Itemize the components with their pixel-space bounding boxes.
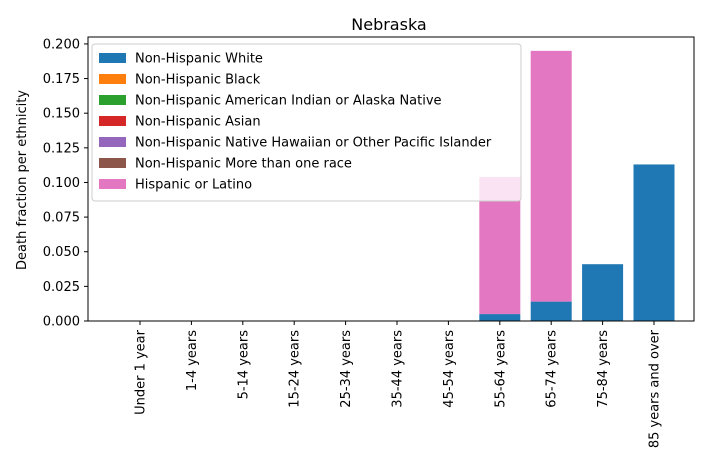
x-tick-label: 85 years and over: [648, 329, 663, 448]
legend-swatch: [99, 116, 126, 126]
x-tick-label: 5-14 years: [236, 330, 251, 400]
legend-swatch: [99, 74, 126, 84]
plot-frame: [87, 36, 695, 322]
axes-layer: 0.000 0.025 0.050 0.075 0.100 0.125 0.150 0.175…: [43, 36, 695, 448]
legend-swatch: [99, 53, 126, 63]
bar-1-11: [633, 164, 675, 321]
y-tick-label: 0.050: [43, 245, 80, 260]
bar-1-9: [530, 301, 572, 321]
bars-layer: [479, 50, 675, 321]
x-tick-label: 45-54 years: [442, 330, 457, 408]
x-tick-label: Under 1 year: [134, 329, 149, 415]
y-tick-label: 0.100: [43, 176, 80, 191]
y-tick-label: 0.075: [43, 211, 80, 226]
legend-label: Non-Hispanic Black: [135, 73, 261, 88]
bar-7-9: [530, 50, 572, 302]
legend-label: Non-Hispanic American Indian or Alaska N…: [135, 94, 442, 109]
y-tick-label: 0.025: [43, 280, 80, 295]
legend-swatch: [99, 137, 126, 147]
y-tick-label: 0.125: [43, 141, 80, 156]
legend-swatch: [99, 95, 126, 105]
x-tick-label: 35-44 years: [391, 330, 406, 408]
bar-1-10: [582, 264, 624, 321]
legend-box: [91, 43, 522, 202]
y-tick-label: 0.175: [43, 72, 80, 87]
x-tick-label: 25-34 years: [339, 330, 354, 408]
legend-label: Non-Hispanic Native Hawaiian or Other Pa…: [135, 136, 492, 151]
legend-swatch: [99, 179, 126, 189]
legend-swatch: [99, 158, 126, 168]
x-tick-label: 15-24 years: [288, 330, 303, 408]
legend-label: Non-Hispanic Asian: [135, 115, 261, 130]
x-tick-label: 75-84 years: [596, 330, 611, 408]
x-tick-label: 55-64 years: [493, 330, 508, 408]
y-tick-label: 0.000: [43, 315, 80, 330]
x-tick-label: 65-74 years: [545, 330, 560, 408]
y-tick-label: 0.150: [43, 107, 80, 122]
y-axis-label: Death fraction per ethnicity: [15, 90, 30, 270]
legend-label: Non-Hispanic White: [135, 52, 263, 67]
x-tick-label: 1-4 years: [185, 330, 200, 391]
bar-1-8: [479, 314, 521, 321]
legend-label: Hispanic or Latino: [135, 178, 252, 193]
legend-label: Non-Hispanic More than one race: [135, 157, 352, 172]
y-tick-label: 0.200: [43, 37, 80, 52]
legend: Non-Hispanic White Non-Hispanic Black Non-…: [91, 43, 522, 202]
chart-title: Nebraska: [351, 15, 426, 34]
